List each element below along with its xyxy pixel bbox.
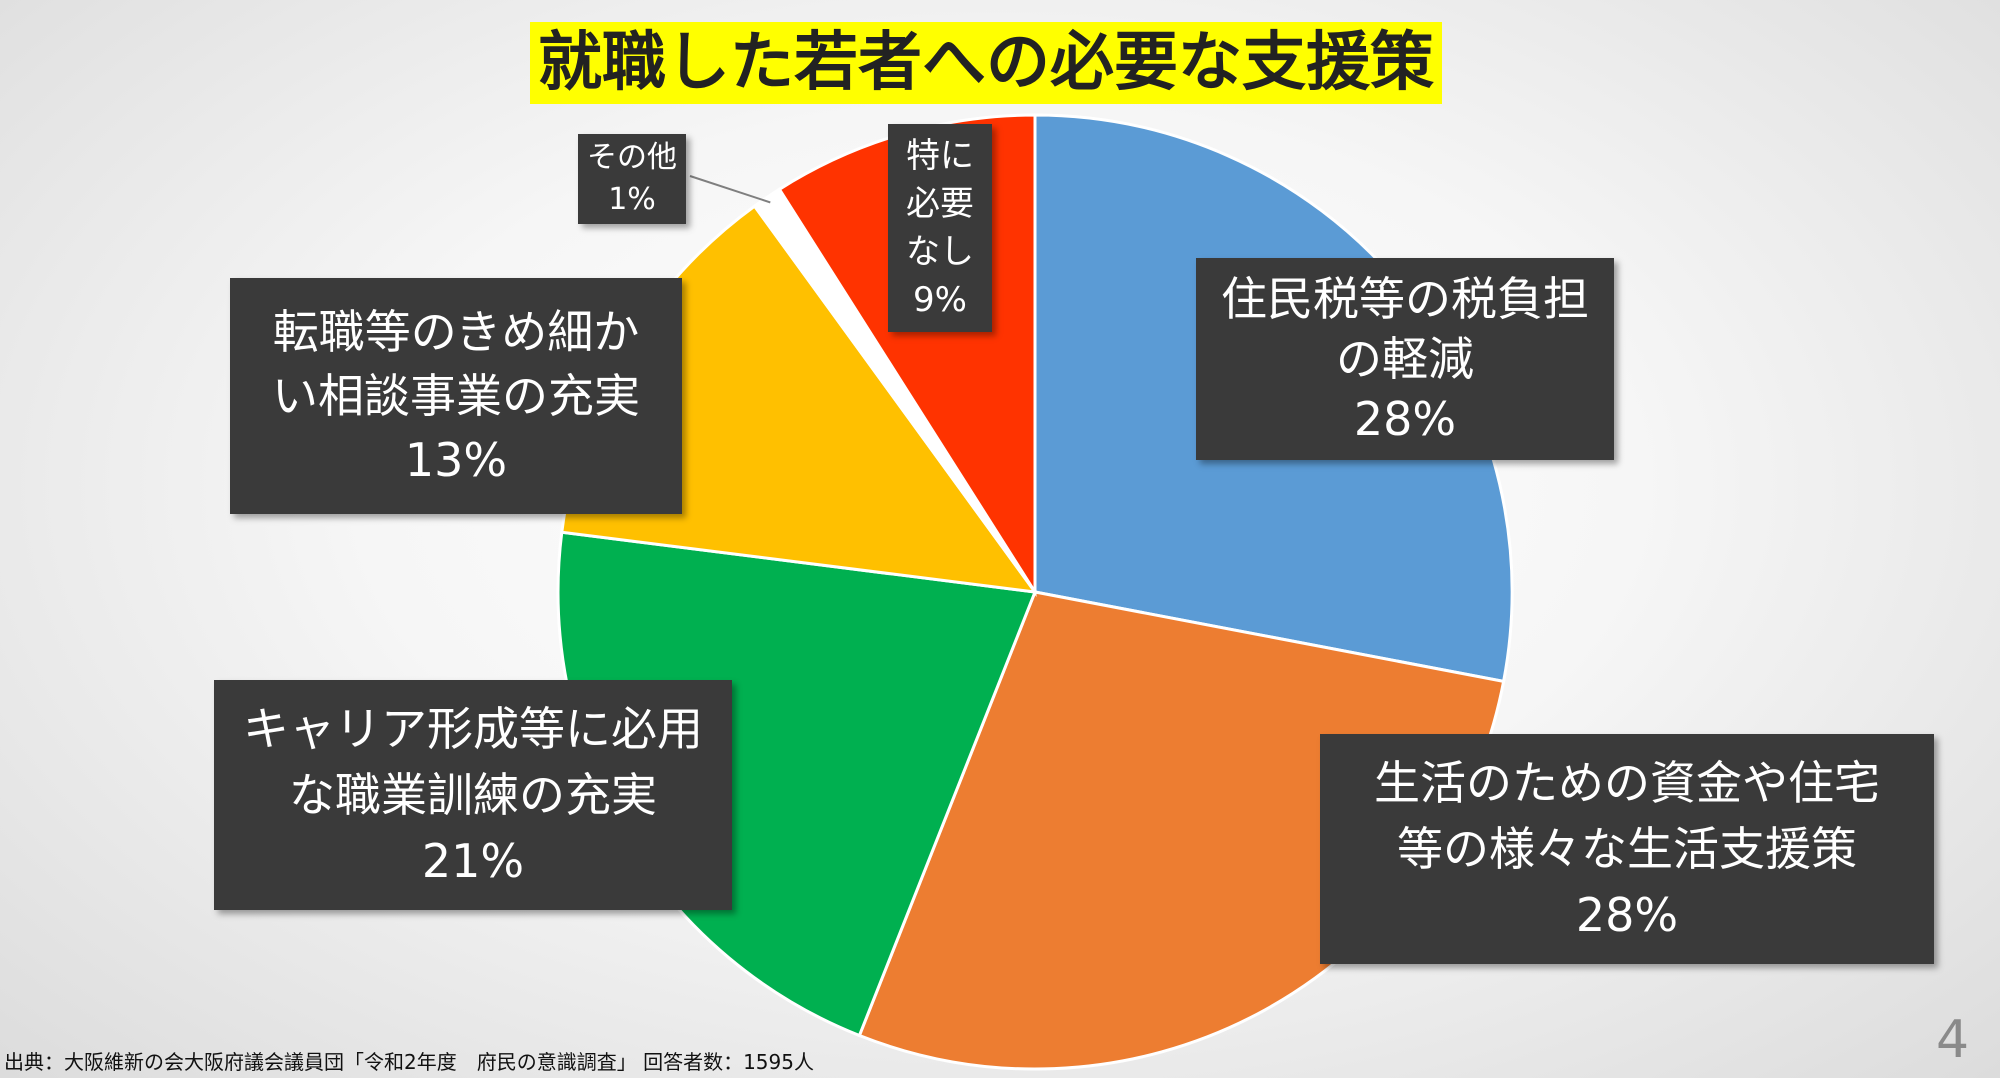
slice-label-vocational-training: キャリア形成等に必用 な職業訓練の充実 21% bbox=[214, 680, 732, 910]
slice-label-value: 21% bbox=[421, 834, 525, 888]
slice-label-text: その他 bbox=[587, 140, 677, 175]
slice-label-other: その他 1% bbox=[578, 134, 686, 224]
slice-label-value: 28% bbox=[1353, 392, 1457, 446]
chart-title: 就職した若者への必要な支援策 bbox=[530, 22, 1442, 104]
slice-label-text: 住民税等の税負担 の軽減 bbox=[1221, 272, 1589, 386]
slice-label-tax-relief: 住民税等の税負担 の軽減 28% bbox=[1196, 258, 1614, 460]
slice-label-consultation: 転職等のきめ細か い相談事業の充実 13% bbox=[230, 278, 682, 514]
slice-label-value: 28% bbox=[1575, 888, 1679, 942]
slice-label-value: 1% bbox=[608, 182, 656, 217]
slice-label-text: 生活のための資金や住宅 等の様々な生活支援策 bbox=[1374, 756, 1880, 876]
leader-line-other bbox=[689, 175, 771, 204]
page-number: 4 bbox=[1936, 1010, 1970, 1070]
slice-label-text: 転職等のきめ細か い相談事業の充実 bbox=[272, 305, 640, 423]
slice-label-text: キャリア形成等に必用 な職業訓練の充実 bbox=[243, 702, 703, 822]
source-note: 出典：大阪維新の会大阪府議会議員団「令和2年度 府民の意識調査」 回答者数：15… bbox=[4, 1050, 814, 1074]
slice-label-living-support: 生活のための資金や住宅 等の様々な生活支援策 28% bbox=[1320, 734, 1934, 964]
slice-label-text: 特に 必要 なし bbox=[906, 136, 974, 272]
slice-label-value: 9% bbox=[913, 280, 967, 320]
slice-label-not-needed: 特に 必要 なし 9% bbox=[888, 124, 992, 332]
slice-label-value: 13% bbox=[404, 433, 508, 487]
